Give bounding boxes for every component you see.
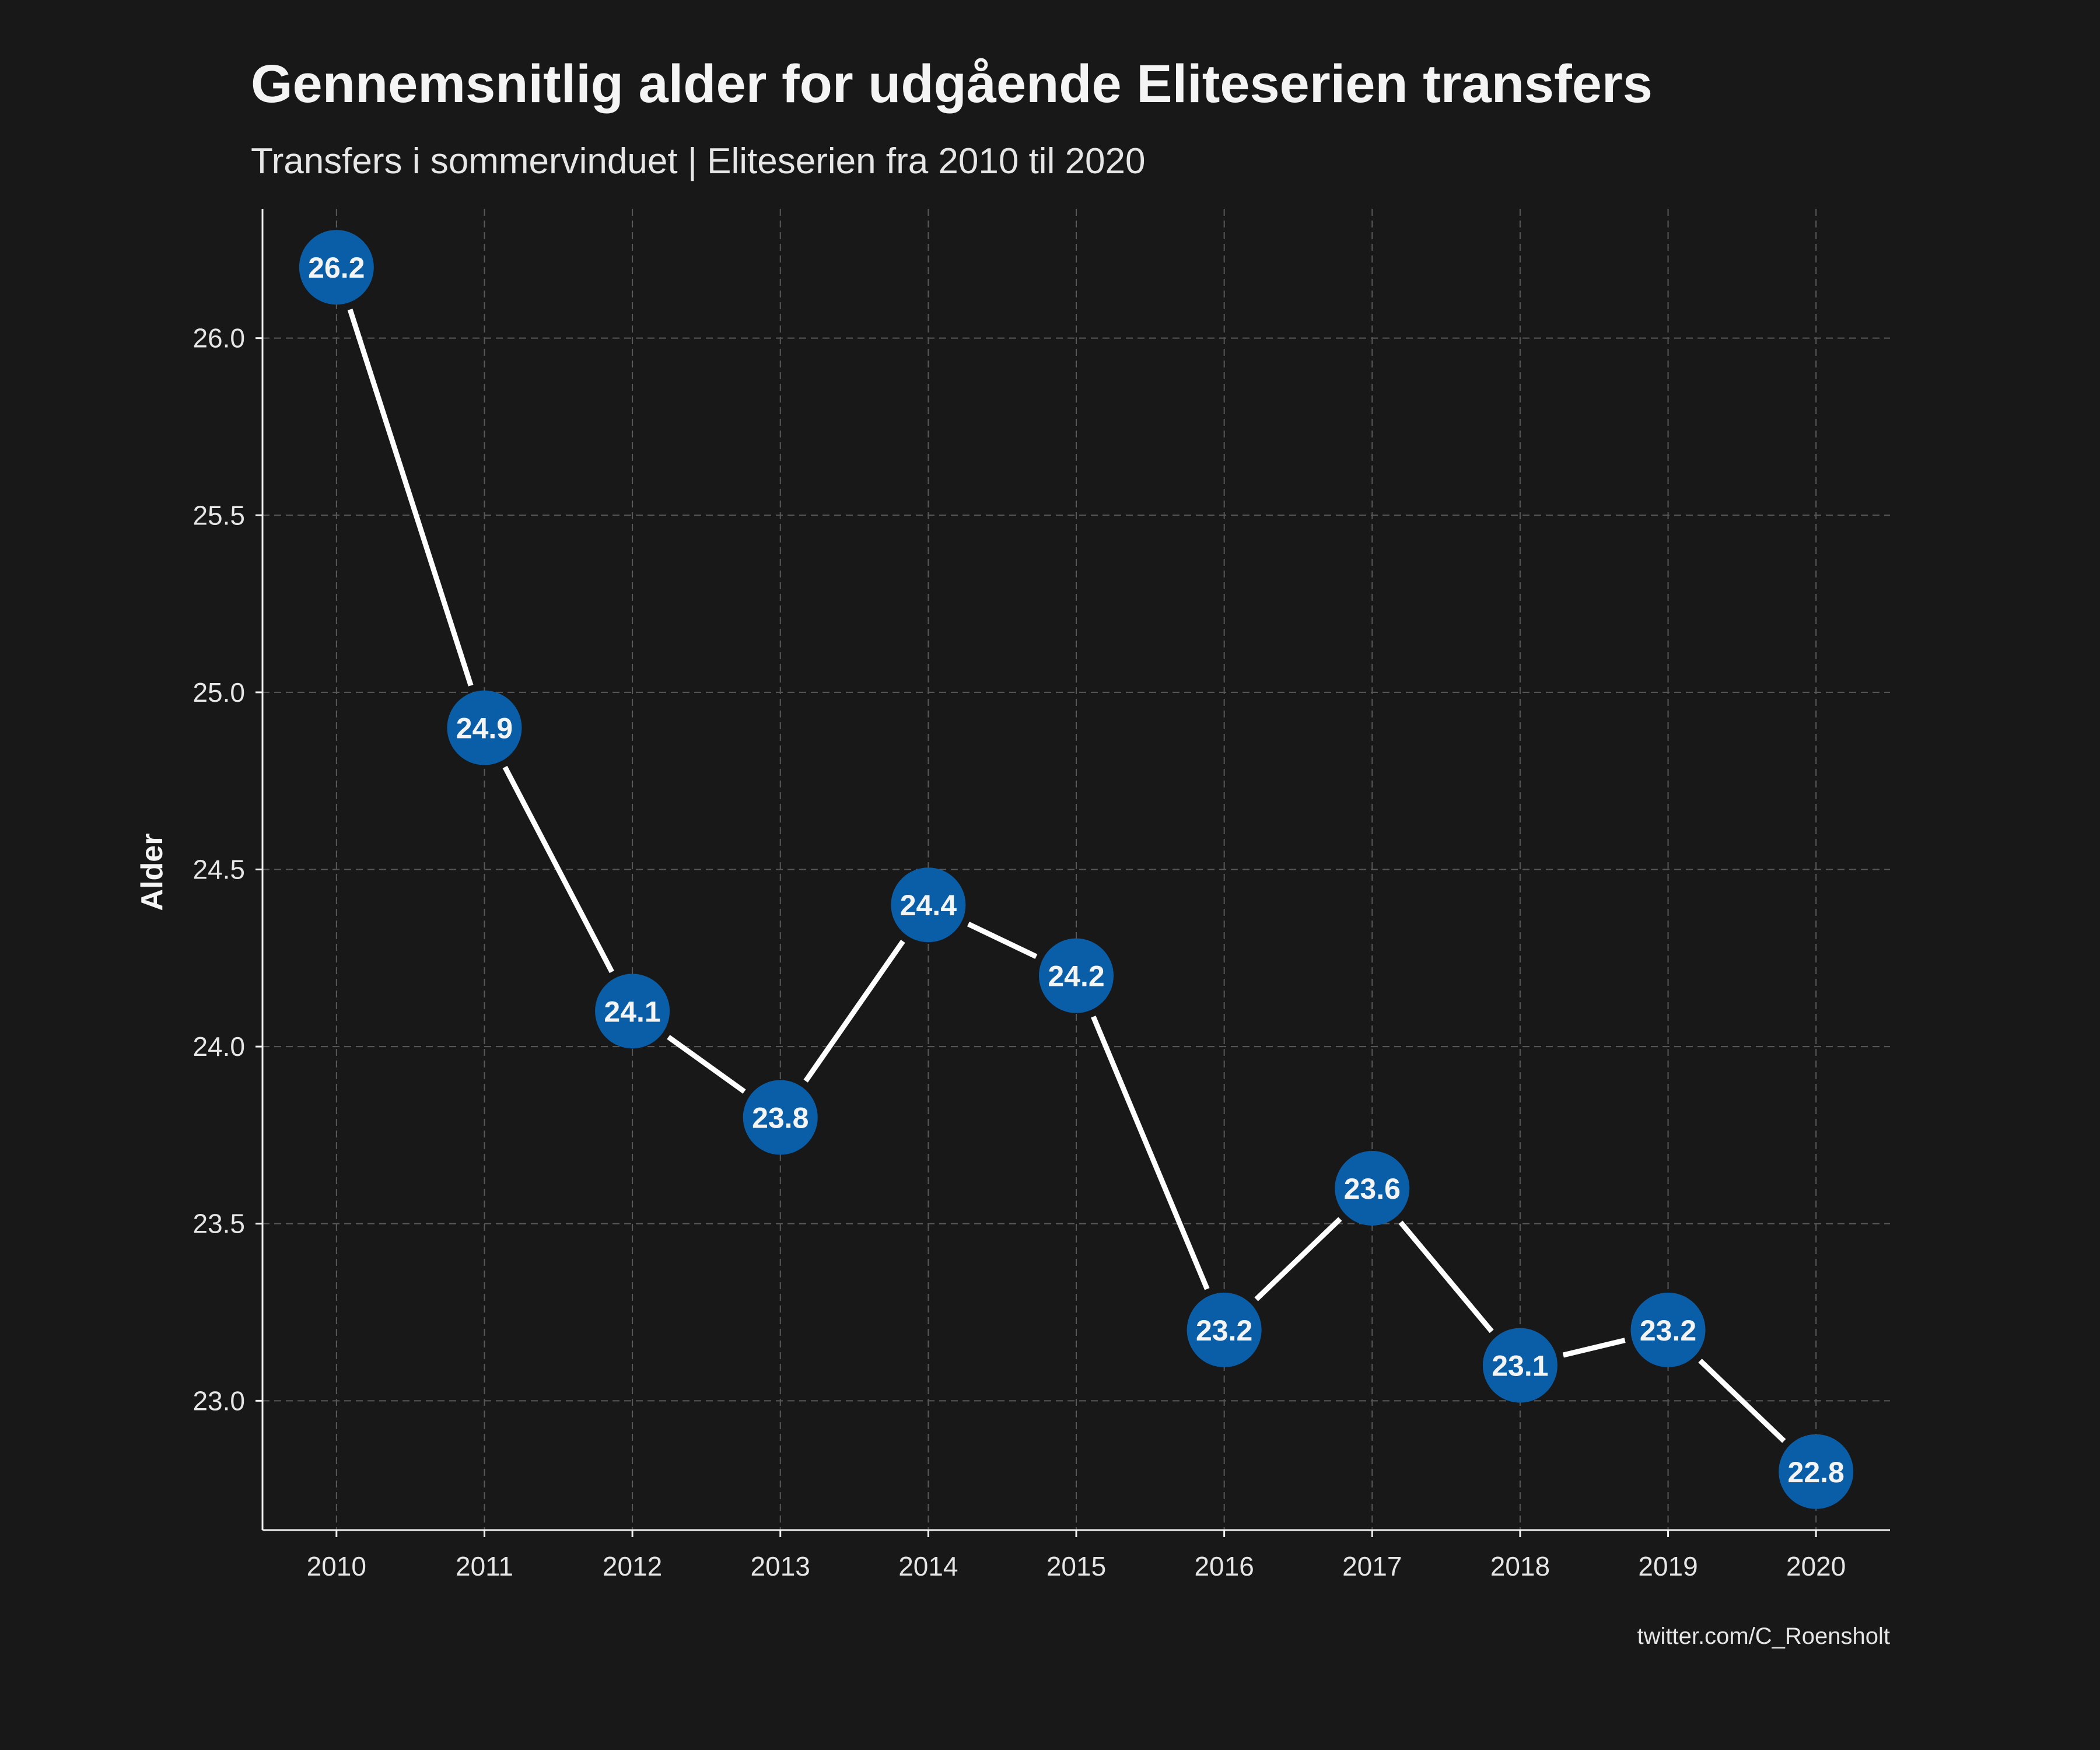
y-tick-label: 25.5 [192,500,245,530]
data-label: 22.8 [1788,1456,1845,1489]
axis-layer [261,209,1890,1531]
data-point [1482,1328,1558,1403]
data-label: 24.1 [604,995,660,1028]
x-tick-label: 2019 [1638,1551,1698,1581]
line-segment [1254,1217,1342,1301]
chart-title: Gennemsnitlig alder for udgående Elitese… [251,54,1653,114]
line-segment [1562,1338,1626,1358]
data-point [299,230,374,305]
y-tick-label: 24.0 [192,1031,245,1062]
x-tick-label: 2016 [1194,1551,1254,1581]
data-point [447,690,522,765]
y-tick-label: 24.5 [192,855,245,885]
data-point [1186,1292,1262,1367]
point-series: 26.2 24.9 24.1 23.8 24.4 24.2 23.2 23.6 23.1 23.2… [299,230,1854,1509]
data-label: 24.4 [900,889,957,922]
chart-subtitle: Transfers i sommervinduet | Eliteserien … [251,141,1146,181]
data-point [595,974,670,1049]
line-segment [347,309,474,687]
line-segment [1398,1220,1494,1334]
line-segment [1698,1359,1786,1443]
data-point [743,1080,818,1155]
line-segment [667,1035,746,1094]
line-segment [803,940,905,1083]
x-tick-label: 2010 [307,1551,366,1581]
x-tick-label: 2011 [456,1551,513,1581]
data-label: 26.2 [308,251,365,284]
data-label: 23.8 [752,1102,808,1135]
x-tick-label: 2013 [751,1551,810,1581]
y-tick-label: 23.5 [192,1209,245,1239]
data-label: 24.9 [456,712,513,745]
x-tick-label: 2012 [603,1551,662,1581]
y-tick-label: 23.0 [192,1385,245,1416]
line-segment [502,765,614,974]
line-segment [1091,1016,1210,1290]
x-tick-label: 2017 [1342,1551,1402,1581]
y-tick-labels: 23.0 23.5 24.0 24.5 25.0 25.5 26.0 [192,323,245,1416]
x-tick-label: 2014 [898,1551,958,1581]
line-series [347,309,1786,1443]
line-segment [967,921,1038,959]
data-point [1779,1434,1854,1509]
data-point [891,867,966,943]
chart-caption: twitter.com/C_Roensholt [1637,1623,1890,1649]
data-point [1039,938,1114,1013]
y-axis-label: Alder [135,834,169,911]
data-label: 23.6 [1344,1172,1401,1205]
data-label: 24.2 [1048,960,1104,993]
data-label: 23.1 [1492,1350,1548,1382]
data-label: 23.2 [1196,1314,1252,1347]
x-tick-labels: 2010 2011 2012 2013 2014 2015 2016 2017 2018 2019… [307,1551,1846,1581]
y-tick-label: 25.0 [192,677,245,708]
y-tick-label: 26.0 [192,323,245,354]
data-point [1630,1292,1706,1367]
x-tick-label: 2018 [1490,1551,1550,1581]
x-tick-label: 2015 [1046,1551,1106,1581]
x-tick-label: 2020 [1786,1551,1846,1581]
data-label: 23.2 [1640,1314,1696,1347]
data-point [1335,1151,1410,1226]
